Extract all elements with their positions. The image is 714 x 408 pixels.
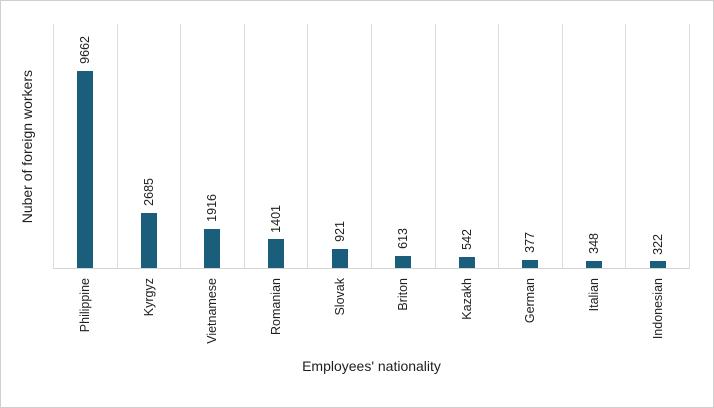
y-axis-title-wrap: Nuber of foreign workers [15,24,39,269]
bar-value-label: 322 [650,233,665,255]
category-column: 1401 Romanian [243,24,308,335]
plot-area: 9662 Philippine 2685 Kyrgyz 1916 Vietnam… [53,24,690,344]
category-column: 2685 Kyrgyz [116,24,181,316]
bar-value-label: 921 [332,221,347,243]
bar [204,228,221,268]
bar-value-label: 613 [396,227,411,249]
category-column: 921 Slovak [307,24,371,316]
bar-value-label: 542 [459,229,474,250]
category-column: 613 Briton [370,24,435,311]
category-label: Vietnamese [205,278,220,344]
x-axis-title: Employees' nationality [302,358,441,374]
category-column: 348 Italian [561,24,626,311]
category-label: Kyrgyz [141,278,156,317]
bar-value-label: 348 [587,233,602,254]
bar-value-label: 1401 [269,204,284,233]
category-label: Briton [396,278,411,311]
category-label: Italian [587,278,602,312]
category-column: 1916 Vietnamese [180,24,244,344]
category-label: Romanian [269,278,284,335]
category-column: 9662 Philippine [53,24,117,332]
bar [77,70,94,268]
bar [395,255,412,268]
category-label: Slovak [332,278,347,316]
bar-value-label: 1916 [205,194,220,222]
bar [458,256,475,268]
category-column: 322 Indonesian [625,24,689,339]
category-label: Philippine [78,278,93,333]
category-label: Kazakh [459,278,474,320]
bar-value-label: 9662 [78,35,93,64]
bar [331,249,348,268]
bar-value-label: 377 [523,232,538,254]
category-label: Indonesian [650,278,665,340]
category-label: German [523,278,538,324]
bar [268,239,285,268]
bar [522,260,539,268]
bar [649,261,666,268]
category-column: 542 Kazakh [434,24,499,320]
bar [586,260,603,268]
bar [140,213,157,268]
bar-value-label: 2685 [141,178,156,207]
y-axis-title: Nuber of foreign workers [19,69,35,224]
category-column: 377 German [498,24,562,323]
